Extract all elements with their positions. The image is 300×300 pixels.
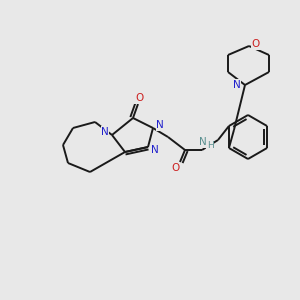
- Text: O: O: [135, 93, 143, 103]
- Text: N: N: [151, 145, 159, 155]
- Text: N: N: [233, 80, 241, 90]
- Text: N: N: [101, 127, 109, 137]
- Text: N: N: [156, 120, 164, 130]
- Text: H: H: [207, 140, 213, 149]
- Text: O: O: [252, 39, 260, 49]
- Text: N: N: [199, 137, 207, 147]
- Text: O: O: [171, 163, 179, 173]
